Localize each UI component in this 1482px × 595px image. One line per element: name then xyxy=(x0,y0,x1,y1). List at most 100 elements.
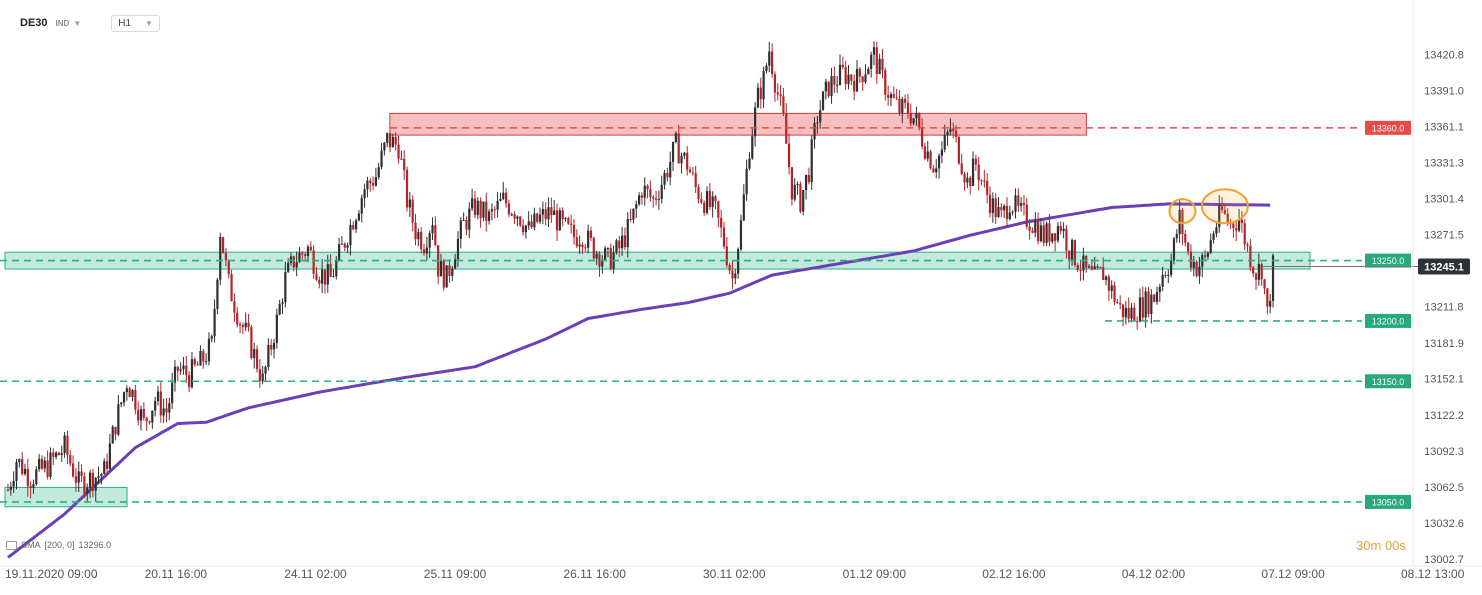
candle-body xyxy=(69,454,72,464)
candle-body xyxy=(371,183,375,186)
candle-body xyxy=(773,74,777,93)
candle-body xyxy=(819,110,822,123)
candle-body xyxy=(21,459,24,474)
sma-legend[interactable]: SMA [200, 0] 13296.0 xyxy=(6,540,111,550)
candle-body xyxy=(272,342,276,350)
candle-body xyxy=(185,365,188,376)
candle-body xyxy=(108,443,111,469)
candle-body xyxy=(298,252,301,263)
indicator-settings-icon[interactable] xyxy=(6,540,17,550)
candle-body xyxy=(1246,244,1249,246)
candle-body xyxy=(878,58,881,74)
candle-body xyxy=(366,180,369,190)
candle-body xyxy=(357,213,361,221)
candle-body xyxy=(205,361,208,363)
candle-body xyxy=(270,344,273,350)
level-badge-13360.0 xyxy=(1365,120,1411,135)
candle-body xyxy=(425,247,428,254)
candle-body xyxy=(785,113,788,144)
candle-body xyxy=(895,97,898,99)
candle-body xyxy=(697,187,700,200)
candle-body xyxy=(190,359,194,388)
y-tick-label: 13420.8 xyxy=(1424,50,1464,62)
candle-body xyxy=(898,98,901,113)
candle-body xyxy=(711,196,714,207)
candle-body xyxy=(722,227,726,247)
countdown-seconds-unit: s xyxy=(1399,538,1406,553)
countdown-minutes: 30 xyxy=(1356,538,1371,553)
candle-body xyxy=(1104,276,1108,281)
candle-body xyxy=(649,189,652,198)
candle-body xyxy=(145,417,148,422)
candle-body xyxy=(156,391,160,401)
candle-body xyxy=(861,76,864,83)
timeframe-select[interactable]: H1 ▼ xyxy=(111,14,160,32)
candle-body xyxy=(703,202,706,213)
candle-body xyxy=(932,168,935,173)
candle-body xyxy=(1257,264,1260,280)
candle-body xyxy=(482,201,485,218)
candle-body xyxy=(686,152,689,170)
countdown-minutes-unit: m xyxy=(1370,538,1382,553)
candle-body xyxy=(23,468,27,474)
candle-body xyxy=(408,199,411,208)
candle-body xyxy=(937,155,941,169)
symbol-label[interactable]: DE30 xyxy=(20,17,48,29)
candle-body xyxy=(63,435,66,453)
candle-body xyxy=(952,128,955,131)
candle-body xyxy=(422,249,426,254)
candle-body xyxy=(35,469,38,485)
candle-body xyxy=(604,248,607,260)
candle-body xyxy=(128,388,131,397)
candle-body xyxy=(1155,292,1159,302)
candle-body xyxy=(969,177,972,186)
candle-body xyxy=(131,390,134,397)
candle-body xyxy=(986,180,989,195)
level-badge-13250.0 xyxy=(1365,253,1411,268)
candle-body xyxy=(199,350,202,366)
candle-body xyxy=(244,322,247,328)
candle-body xyxy=(1011,211,1014,213)
candle-body xyxy=(762,71,765,100)
candle-body xyxy=(485,201,488,221)
candle-body xyxy=(216,279,219,310)
candle-body xyxy=(159,391,162,416)
candle-body xyxy=(609,248,612,270)
candle-body xyxy=(547,207,550,220)
candle-body xyxy=(388,133,392,148)
candle-body xyxy=(1076,264,1079,270)
candle-body xyxy=(943,135,946,150)
candle-body xyxy=(524,225,527,233)
candle-body xyxy=(250,327,253,359)
candle-body xyxy=(202,350,205,362)
candle-body xyxy=(253,349,256,359)
candle-body xyxy=(997,206,1000,218)
candle-body xyxy=(1164,274,1167,276)
candle-body xyxy=(241,325,244,328)
candle-body xyxy=(125,388,128,393)
candle-body xyxy=(258,369,261,382)
chevron-down-icon[interactable]: ▼ xyxy=(73,18,82,28)
candle-body xyxy=(502,192,505,199)
candle-body xyxy=(1003,205,1006,211)
candle-body xyxy=(1119,303,1122,305)
candle-body xyxy=(1005,205,1009,220)
candle-body xyxy=(100,474,103,476)
candle-body xyxy=(451,268,454,276)
candle-body xyxy=(918,113,921,128)
candle-body xyxy=(1099,267,1102,269)
x-tick-label: 20.11 16:00 xyxy=(145,567,208,581)
y-tick-label: 13152.1 xyxy=(1424,374,1464,386)
candle-body xyxy=(771,51,774,75)
candle-body xyxy=(1150,294,1153,315)
candle-body xyxy=(343,243,346,248)
candle-body xyxy=(1116,301,1119,304)
candle-body xyxy=(1127,307,1130,319)
candle-body xyxy=(1218,205,1221,228)
candle-body xyxy=(887,95,890,98)
candle-body xyxy=(1014,195,1017,212)
candle-body xyxy=(847,74,850,85)
candle-body xyxy=(1172,238,1176,261)
candle-body xyxy=(103,461,106,475)
